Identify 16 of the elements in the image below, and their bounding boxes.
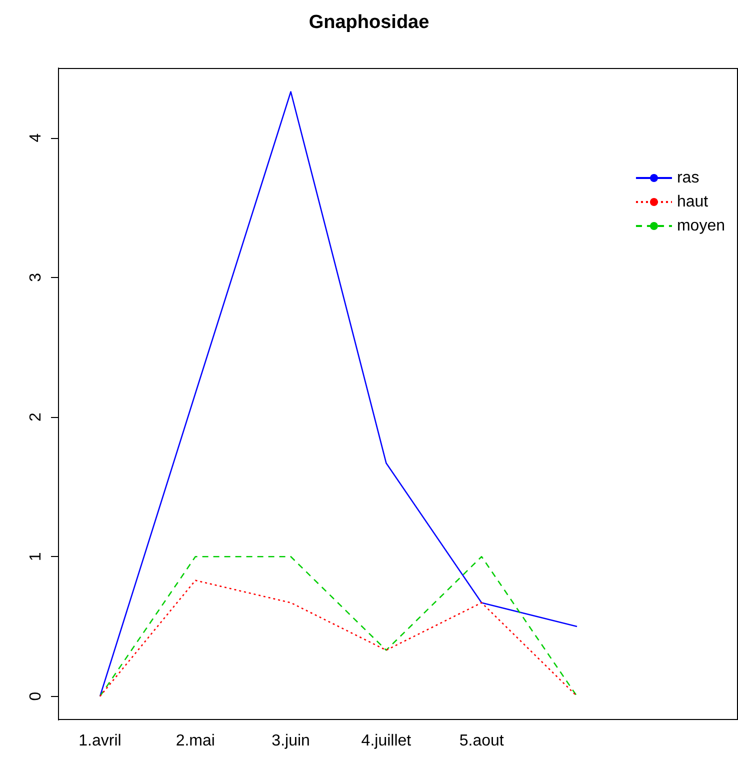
- legend-label: moyen: [676, 218, 726, 234]
- legend-label: haut: [676, 194, 709, 210]
- y-tick-label: 2: [28, 412, 44, 422]
- y-tick-label: 0: [28, 692, 44, 701]
- x-tick-label: 4.juillet: [361, 732, 412, 750]
- y-tick-label: 4: [28, 133, 44, 142]
- y-tick-label: 1: [28, 552, 44, 562]
- legend-label: ras: [676, 170, 700, 186]
- x-tick-label: 1.avril: [78, 732, 122, 750]
- x-tick-label: 2.mai: [176, 732, 215, 750]
- line-series: [99, 580, 578, 697]
- x-tick-label: 5.aout: [459, 732, 504, 750]
- y-tick-label: 3: [28, 272, 44, 282]
- chart-title: Gnaphosidae: [308, 12, 430, 33]
- x-tick-label: 3.juin: [272, 732, 310, 750]
- line-series: [99, 91, 578, 697]
